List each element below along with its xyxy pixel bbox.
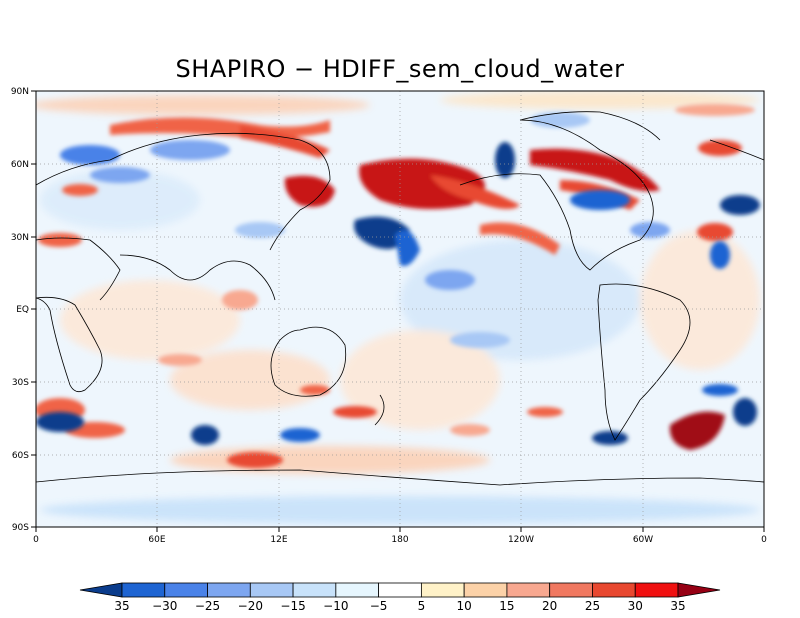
colorbar-swatch [164,582,208,598]
lat-label-90n: 90N [11,87,29,97]
coastlines [36,111,764,486]
colorbar: 35 −30 −25 −20 −15 −10 −5 5 10 15 20 25 30 35 [79,582,721,613]
colorbar-label: −20 [238,599,263,613]
lat-label-eq: EQ [16,305,29,315]
colorbar-label: 30 [628,599,643,613]
colorbar-label: −25 [195,599,220,613]
colorbar-swatch [207,582,251,598]
lat-label-60s: 60S [12,451,29,461]
colorbar-swatch [420,582,465,598]
lat-label-90s: 90S [12,523,29,533]
colorbar-swatch [292,582,337,598]
colorbar-swatch [463,582,508,598]
colorbar-swatch [378,582,422,598]
colorbar-swatch [249,582,294,598]
lon-label-180: 180 [391,535,408,545]
graticule [36,91,764,527]
colorbar-label: −15 [280,599,305,613]
colorbar-label: 35 [670,599,685,613]
lon-label-0-east: 0 [761,535,767,545]
colorbar-swatch [121,582,166,598]
colorbar-label: −5 [370,599,388,613]
lon-label-120e: 12E [270,535,287,545]
colorbar-swatch [634,582,679,598]
lat-label-30s: 30S [12,378,29,388]
lat-label-60n: 60N [11,160,29,170]
colorbar-swatch [335,582,380,598]
colorbar-arrow-low [79,582,123,598]
lon-ticks [35,527,765,532]
colorbar-label: 35 [114,599,129,613]
lon-label-60e: 60E [148,535,165,545]
colorbar-label: 5 [418,599,426,613]
colorbar-label: 25 [585,599,600,613]
colorbar-swatch [549,582,593,598]
lat-label-30n: 30N [11,233,29,243]
lon-label-60w: 60W [633,535,653,545]
colorbar-arrow-high [677,582,721,598]
lat-ticks [31,90,36,528]
colorbar-swatch [506,582,551,598]
lon-label-0: 0 [33,535,39,545]
negative-anomalies [36,112,760,445]
map-title: SHAPIRO − HDIFF_sem_cloud_water [175,55,625,83]
colorbar-label: 15 [499,599,514,613]
colorbar-swatch [592,582,636,598]
field-shading [36,91,764,527]
colorbar-label: 20 [542,599,557,613]
colorbar-label: 10 [457,599,472,613]
colorbar-label: −30 [152,599,177,613]
colorbar-label: −10 [323,599,348,613]
lon-label-120w: 120W [508,535,534,545]
